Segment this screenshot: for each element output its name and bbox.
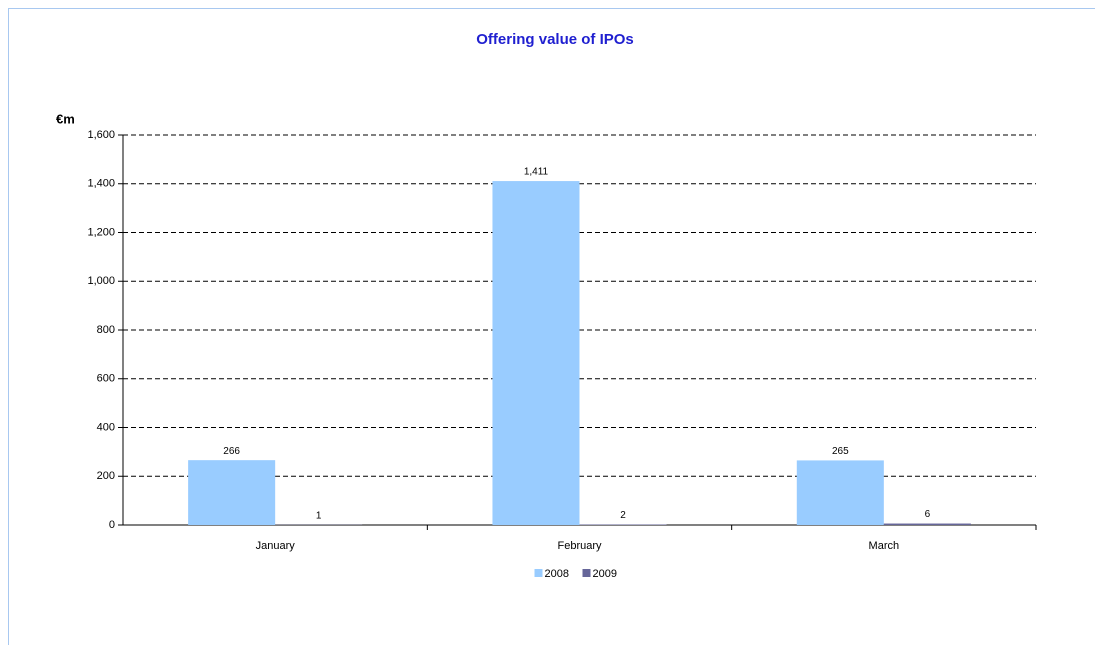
y-axis-label: €m	[56, 111, 75, 126]
value-label: 1,411	[524, 167, 549, 178]
y-tick-label: 1,400	[87, 178, 115, 190]
value-label: 6	[925, 509, 931, 520]
x-tick-label: January	[256, 540, 296, 552]
value-label: 266	[223, 446, 240, 457]
y-tick-label: 1,200	[87, 226, 115, 238]
bar	[796, 460, 884, 525]
frame	[8, 8, 1095, 645]
legend-label: 2009	[593, 568, 617, 580]
x-tick-label: March	[869, 540, 900, 552]
y-tick-label: 400	[97, 421, 115, 433]
y-tick-label: 200	[97, 470, 115, 482]
x-tick-label: February	[557, 540, 602, 552]
value-label: 2	[620, 510, 626, 521]
y-tick-label: 1,000	[87, 275, 115, 287]
legend-swatch	[534, 569, 543, 577]
legend-swatch	[582, 569, 591, 577]
value-label: 1	[316, 510, 322, 521]
chart-title: Offering value of IPOs	[476, 31, 634, 48]
y-tick-label: 600	[97, 373, 115, 385]
bar	[188, 460, 276, 525]
value-label: 265	[832, 446, 849, 457]
y-tick-label: 800	[97, 324, 115, 336]
y-tick-label: 1,600	[87, 129, 115, 141]
bar	[883, 523, 971, 525]
y-tick-label: 0	[109, 519, 115, 531]
legend-label: 2008	[545, 568, 569, 580]
bar	[492, 181, 580, 525]
